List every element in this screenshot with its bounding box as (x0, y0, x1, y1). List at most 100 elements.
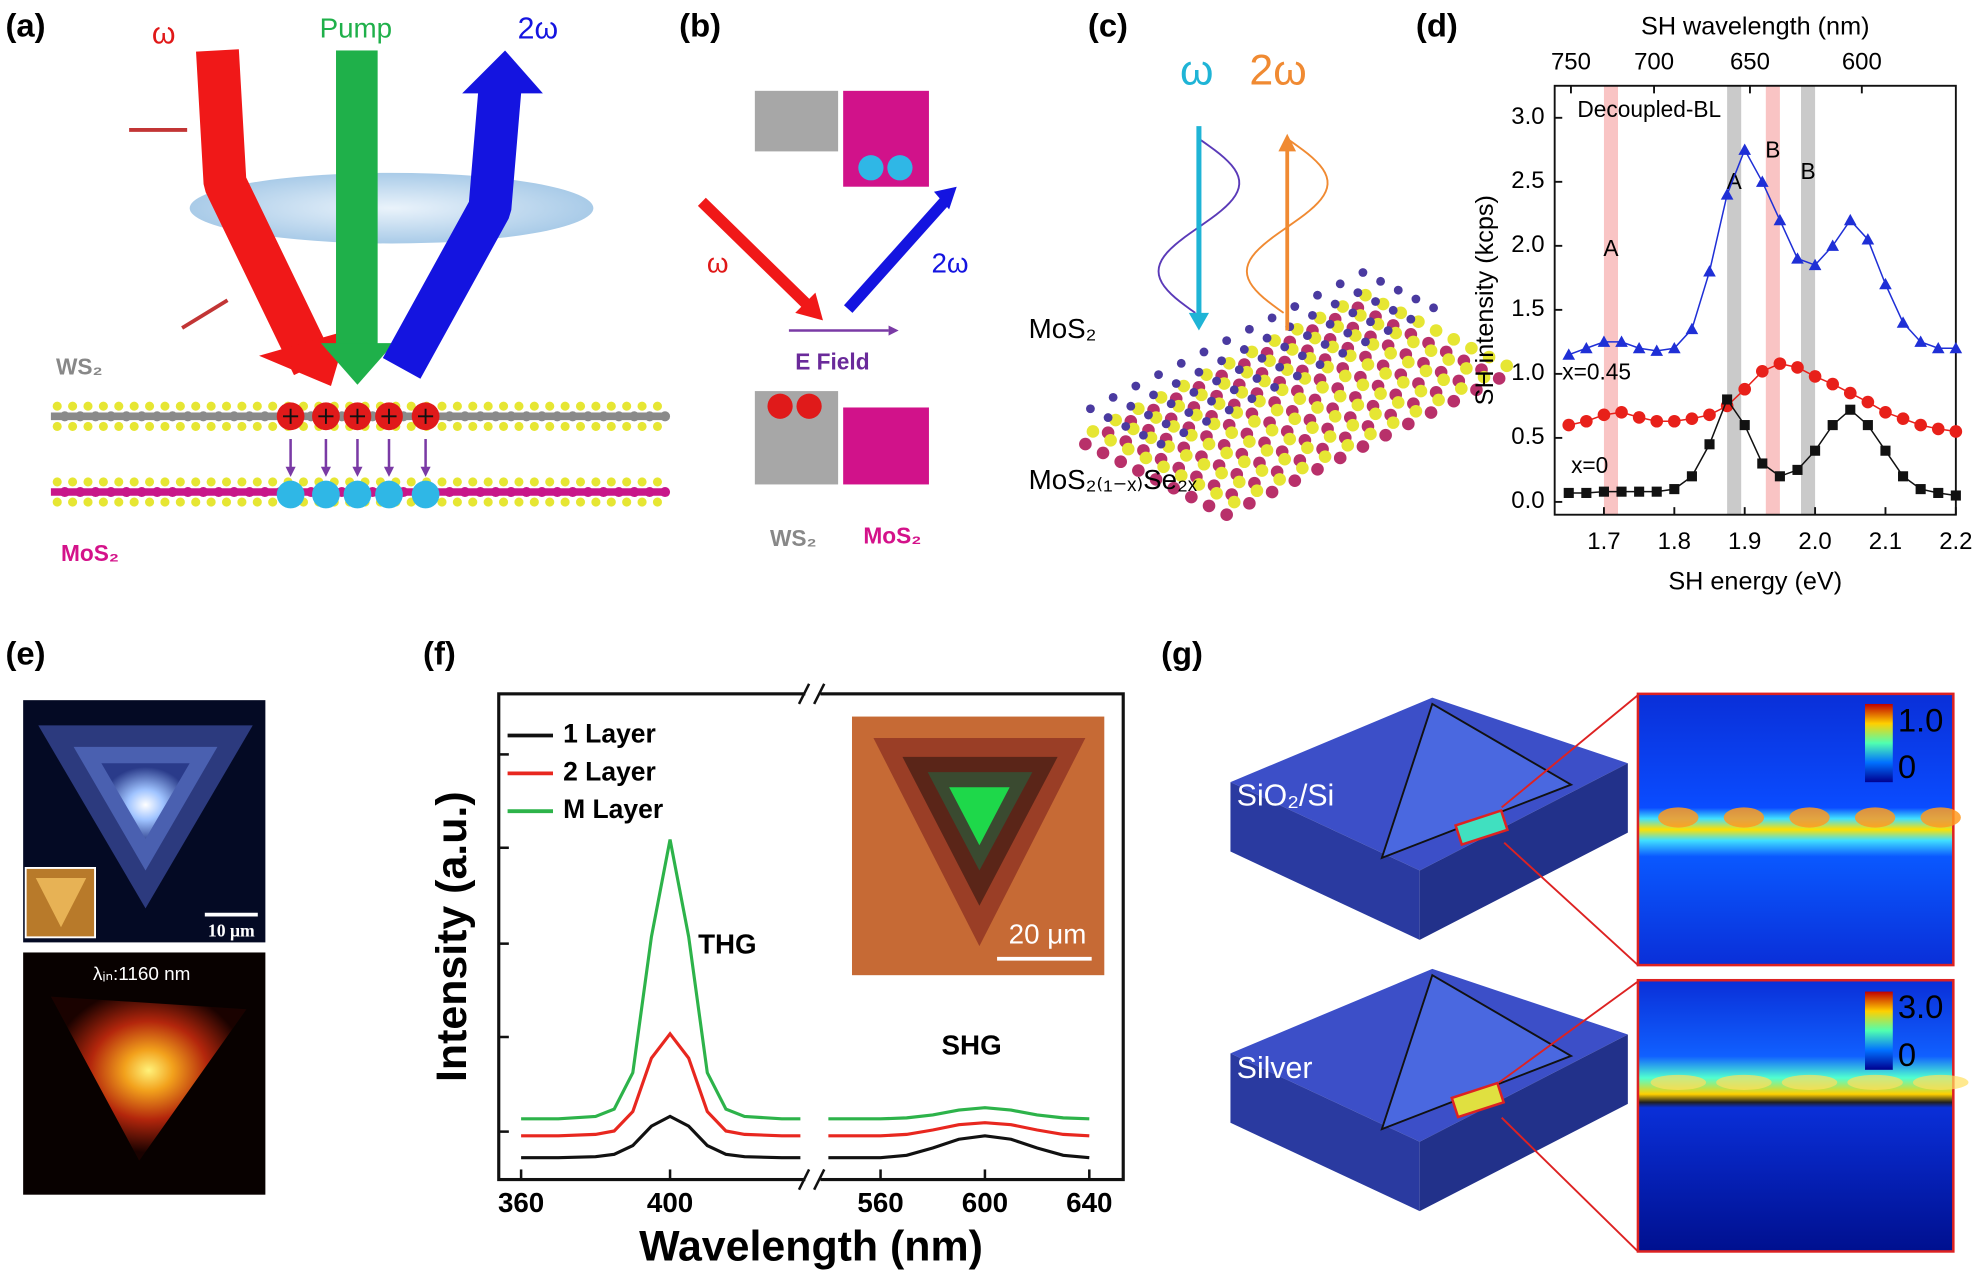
pump-label: Pump (320, 13, 392, 44)
mos2-label: MoS₂ (863, 522, 921, 548)
atom (1176, 358, 1186, 368)
atom (483, 477, 493, 487)
atom (1273, 473, 1286, 486)
atom (1243, 497, 1256, 510)
atom (198, 411, 209, 422)
marker (1598, 486, 1609, 497)
atom (444, 411, 455, 422)
atom (1267, 313, 1277, 323)
atom (1215, 466, 1228, 480)
atom (1154, 370, 1163, 380)
atom (545, 421, 555, 431)
atom (136, 486, 147, 498)
atom (1361, 337, 1370, 347)
atom (444, 486, 455, 498)
atom (613, 486, 624, 498)
atom (1199, 347, 1209, 357)
atom (1127, 422, 1140, 436)
atom (637, 497, 647, 507)
atom (1318, 450, 1332, 463)
band-label: B (1765, 136, 1780, 162)
atom (536, 411, 547, 422)
electron (343, 480, 372, 509)
atom (1297, 351, 1307, 361)
atom (75, 486, 86, 498)
atom (68, 421, 78, 431)
atom (1348, 308, 1358, 318)
marker (1597, 408, 1611, 422)
waves (1157, 126, 1329, 331)
hot-spot (1781, 1074, 1838, 1090)
atom (1232, 475, 1246, 489)
atom (1275, 383, 1289, 397)
marker (1615, 335, 1628, 347)
atom (175, 421, 185, 431)
hot-spot (1716, 1074, 1772, 1090)
atom (560, 497, 570, 507)
atom (59, 411, 70, 422)
arrow-head (420, 466, 431, 477)
arrow-head (888, 325, 899, 336)
x-axis-title: Wavelength (nm) (639, 1222, 983, 1270)
atom (1185, 428, 1198, 442)
atom (114, 477, 124, 487)
atom (191, 477, 201, 487)
atom (213, 486, 224, 498)
atom (1351, 398, 1365, 412)
atom (221, 421, 232, 431)
series-label: Decoupled-BL (1577, 96, 1721, 122)
atom (652, 477, 663, 487)
atom (575, 477, 586, 487)
marker (1668, 414, 1681, 428)
electron (312, 480, 340, 509)
atom (545, 401, 555, 411)
atom (545, 497, 555, 507)
atom (1086, 404, 1095, 414)
atom (1388, 305, 1398, 315)
marker (1808, 370, 1822, 383)
atom (1482, 350, 1496, 364)
arrow-head (320, 466, 331, 477)
atom (514, 477, 524, 487)
marker (1931, 341, 1945, 354)
colorbar-min: 0 (1898, 748, 1916, 785)
atom (1247, 394, 1257, 404)
atom (1500, 359, 1514, 373)
atom (1341, 439, 1355, 452)
marker (1669, 484, 1680, 495)
atom (1194, 367, 1204, 377)
marker (1896, 412, 1910, 425)
atom (1383, 326, 1393, 335)
marker (1914, 335, 1927, 347)
field-spots (1650, 807, 1969, 1090)
atom (1291, 322, 1304, 336)
y-axis-title: SH intensity (kcps) (1471, 195, 1499, 405)
top-layer-label: MoS₂ (1029, 313, 1097, 344)
atom (1460, 362, 1473, 375)
marker (1632, 341, 1646, 354)
atom (1161, 419, 1171, 429)
atom (259, 411, 270, 422)
atom (268, 497, 278, 507)
atom (1253, 394, 1266, 408)
atom (1252, 374, 1262, 383)
atom (652, 401, 663, 411)
polarization (181, 298, 229, 330)
hot-spot (1912, 1074, 1969, 1090)
atom (1235, 386, 1249, 399)
atom (1359, 288, 1372, 302)
colorbar (1865, 703, 1893, 783)
panel-label: (g) (1161, 635, 1203, 672)
panel-a: (a) WS₂ MoS₂ ω Pump 2ω (5, 6, 671, 566)
atom (1301, 441, 1314, 455)
field-map (1636, 692, 1955, 967)
atom (575, 421, 586, 431)
atom (437, 421, 447, 431)
atom (1227, 495, 1241, 509)
atom (1411, 294, 1421, 304)
atom (1270, 382, 1280, 392)
atom (1316, 380, 1329, 394)
panel-label: (d) (1416, 6, 1458, 43)
atom (229, 486, 240, 498)
flake-center (949, 787, 1010, 846)
